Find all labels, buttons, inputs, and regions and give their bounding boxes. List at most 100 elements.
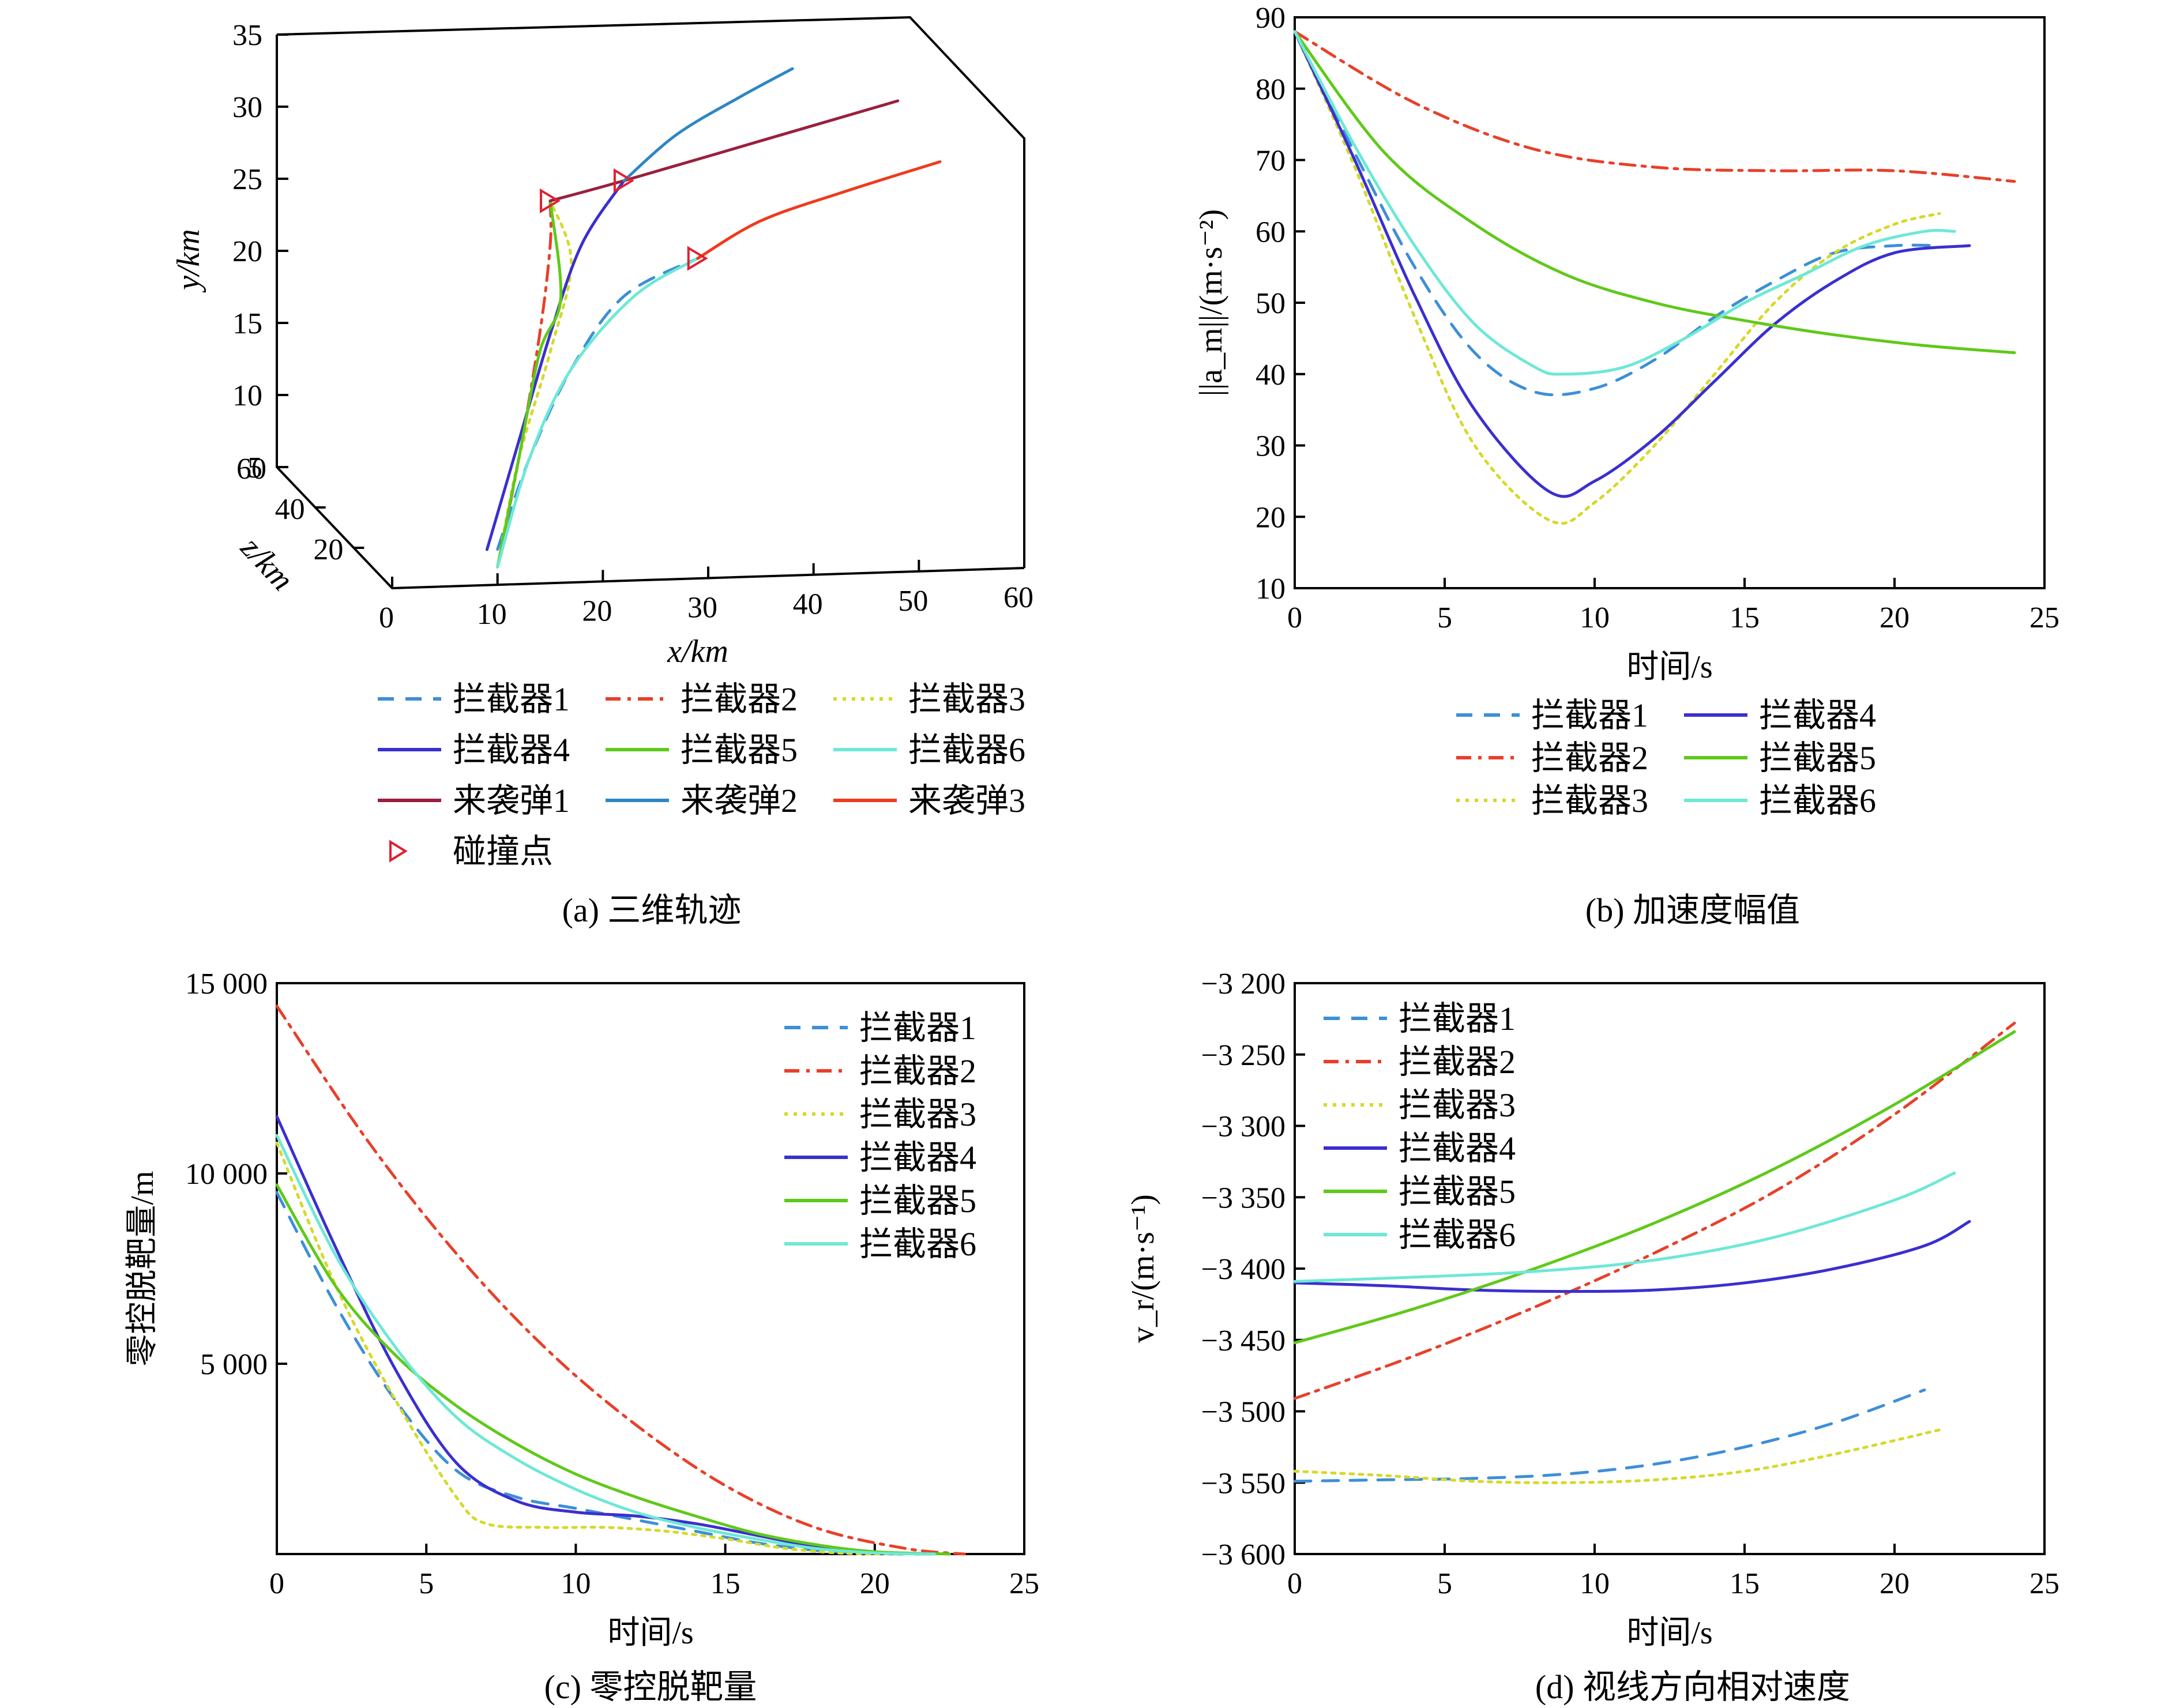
y-axis-label: v_r/(m·s⁻¹) xyxy=(1125,1194,1161,1343)
x-tick-label: 20 xyxy=(582,595,612,627)
x-tick-label: 0 xyxy=(269,1567,284,1600)
x-tick-label: 50 xyxy=(898,585,928,618)
legend-label: 拦截器1 xyxy=(453,680,570,718)
series-line-7 xyxy=(548,99,900,202)
y-tick-label: 5 000 xyxy=(200,1348,268,1381)
legend-item-3: 拦截器3 xyxy=(784,1096,976,1133)
legend-item-5: 拦截器5 xyxy=(1684,739,1876,777)
caption: (d) 视线方向相对速度 xyxy=(1535,1668,1850,1706)
series-line-2 xyxy=(1293,30,2016,183)
legend-item-6: 拦截器6 xyxy=(784,1225,976,1263)
legend: 拦截器1 拦截器2 拦截器3 拦截器4 拦截器5 拦截器6 xyxy=(1456,697,1876,819)
legend-item-4: 拦截器4 xyxy=(1684,697,1876,734)
x-tick-label: 10 xyxy=(477,598,507,631)
caption: (b) 加速度幅值 xyxy=(1585,891,1800,929)
legend-item-1: 拦截器1 xyxy=(1324,1000,1516,1037)
legend-item-3: 拦截器3 xyxy=(833,680,1025,718)
y-tick-label: −3 450 xyxy=(1201,1325,1286,1357)
series-line-4 xyxy=(1293,30,1971,498)
x-tick-label: 15 xyxy=(711,1567,741,1600)
plot-area xyxy=(485,67,942,569)
legend-label: 拦截器4 xyxy=(1399,1130,1516,1167)
x-tick-label: 25 xyxy=(2029,1567,2059,1600)
series-line-4 xyxy=(1293,1220,1971,1293)
legend-label: 拦截器4 xyxy=(1759,697,1876,734)
caption: (a) 三维轨迹 xyxy=(562,891,742,929)
legend-item-5: 拦截器5 xyxy=(1324,1173,1516,1210)
legend-item-8: 来袭弹2 xyxy=(606,782,798,819)
axis-ticks: 0 5 10 15 20 25 −3 600 −3 550 −3 500 −3 450 −3 400… xyxy=(1201,968,2059,1600)
legend-item-3: 拦截器3 xyxy=(1456,782,1648,819)
legend-item-1: 拦截器1 xyxy=(378,680,570,718)
legend-label: 拦截器2 xyxy=(859,1052,976,1090)
z-tick-label: 20 xyxy=(313,533,343,566)
legend-label: 拦截器5 xyxy=(1399,1173,1516,1210)
legend-label: 拦截器5 xyxy=(859,1182,976,1220)
y-tick-label: 80 xyxy=(1256,73,1286,106)
plot-frame xyxy=(276,982,1025,1555)
legend: 拦截器1 拦截器2 拦截器3 拦截器4 拦截器5 拦截器6 xyxy=(1324,1000,1516,1254)
series-line-4 xyxy=(485,179,626,551)
y-tick-label: −3 250 xyxy=(1201,1039,1286,1072)
z-tick-label: 60 xyxy=(236,453,266,486)
legend-label: 拦截器2 xyxy=(1531,739,1648,777)
axis-ticks: 0 5 10 15 20 25 5 000 10 000 15 000 xyxy=(185,968,1039,1600)
series-line-6 xyxy=(496,257,700,569)
y-tick-label: 60 xyxy=(1256,216,1286,249)
x-axis-ticks: 0 10 20 30 40 50 60 xyxy=(379,556,1033,634)
legend-item-2: 拦截器2 xyxy=(784,1052,976,1090)
x-tick-label: 20 xyxy=(1880,601,1910,634)
legend-label: 拦截器3 xyxy=(859,1096,976,1133)
collision-marker-1 xyxy=(540,188,561,213)
y-axis-label: y/km xyxy=(171,229,206,293)
legend-item-1: 拦截器1 xyxy=(1456,697,1648,734)
series-line-2 xyxy=(275,1005,966,1556)
plot-area xyxy=(1293,30,2016,525)
y-tick-label: −3 300 xyxy=(1201,1111,1286,1143)
x-tick-label: 10 xyxy=(1580,1567,1610,1600)
y-tick-label: −3 600 xyxy=(1201,1538,1286,1571)
legend-item-2: 拦截器2 xyxy=(1456,739,1648,777)
legend-item-4: 拦截器4 xyxy=(378,731,570,769)
x-tick-label: 60 xyxy=(1003,581,1033,614)
y-tick-label: 20 xyxy=(1256,501,1286,534)
y-tick-label: 10 xyxy=(1256,573,1286,605)
series-line-5 xyxy=(1293,1030,2016,1345)
legend: 拦截器1 拦截器2 拦截器3 拦截器4 拦截器5 拦截器6 xyxy=(784,1009,976,1263)
y-tick-label: 5 xyxy=(247,452,262,484)
x-axis-label: x/km xyxy=(667,634,728,669)
series-line-5 xyxy=(1293,30,2016,355)
y-tick-label: −3 350 xyxy=(1201,1182,1286,1214)
z-axis-label: z/km xyxy=(234,529,300,597)
legend-label: 拦截器2 xyxy=(681,680,798,718)
legend-marker-triangle xyxy=(389,840,408,863)
x-tick-label: 40 xyxy=(793,588,823,621)
series-line-2 xyxy=(1293,1021,2016,1400)
panel-b-acceleration: 0 5 10 15 20 25 10 20 30 40 50 60 70 80 90 ||a_m||/(m·… xyxy=(1193,2,2059,929)
y-tick-label: 30 xyxy=(1256,430,1286,463)
legend-item-6: 拦截器6 xyxy=(833,731,1025,769)
legend-item-1: 拦截器1 xyxy=(784,1009,976,1047)
y-tick-label: 25 xyxy=(232,163,262,196)
y-tick-label: −3 500 xyxy=(1201,1396,1286,1429)
legend-label: 拦截器1 xyxy=(1531,697,1648,734)
x-tick-label: 0 xyxy=(1287,1567,1302,1600)
y-tick-label: 10 xyxy=(232,379,262,412)
legend-label: 拦截器4 xyxy=(859,1139,976,1176)
y-axis-label: 零控脱靶量/m xyxy=(125,1171,160,1366)
legend-label: 拦截器1 xyxy=(1399,1000,1516,1037)
legend-label: 碰撞点 xyxy=(453,833,553,870)
plot-frame xyxy=(1294,16,2046,589)
x-tick-label: 15 xyxy=(1730,601,1760,634)
legend-item-6: 拦截器6 xyxy=(1684,782,1876,819)
legend-item-2: 拦截器2 xyxy=(606,680,798,718)
y-axis-ticks: 5 10 15 20 25 30 35 xyxy=(232,19,288,484)
collision-marker-2 xyxy=(613,168,634,193)
x-axis-label: 时间/s xyxy=(607,1615,693,1651)
legend-label: 来袭弹3 xyxy=(908,782,1025,819)
x-axis-label: 时间/s xyxy=(1626,649,1712,685)
y-tick-label: 70 xyxy=(1256,145,1286,178)
legend-label: 拦截器3 xyxy=(1399,1086,1516,1124)
legend-label: 拦截器6 xyxy=(1399,1216,1516,1254)
collision-marker-3 xyxy=(687,246,708,271)
